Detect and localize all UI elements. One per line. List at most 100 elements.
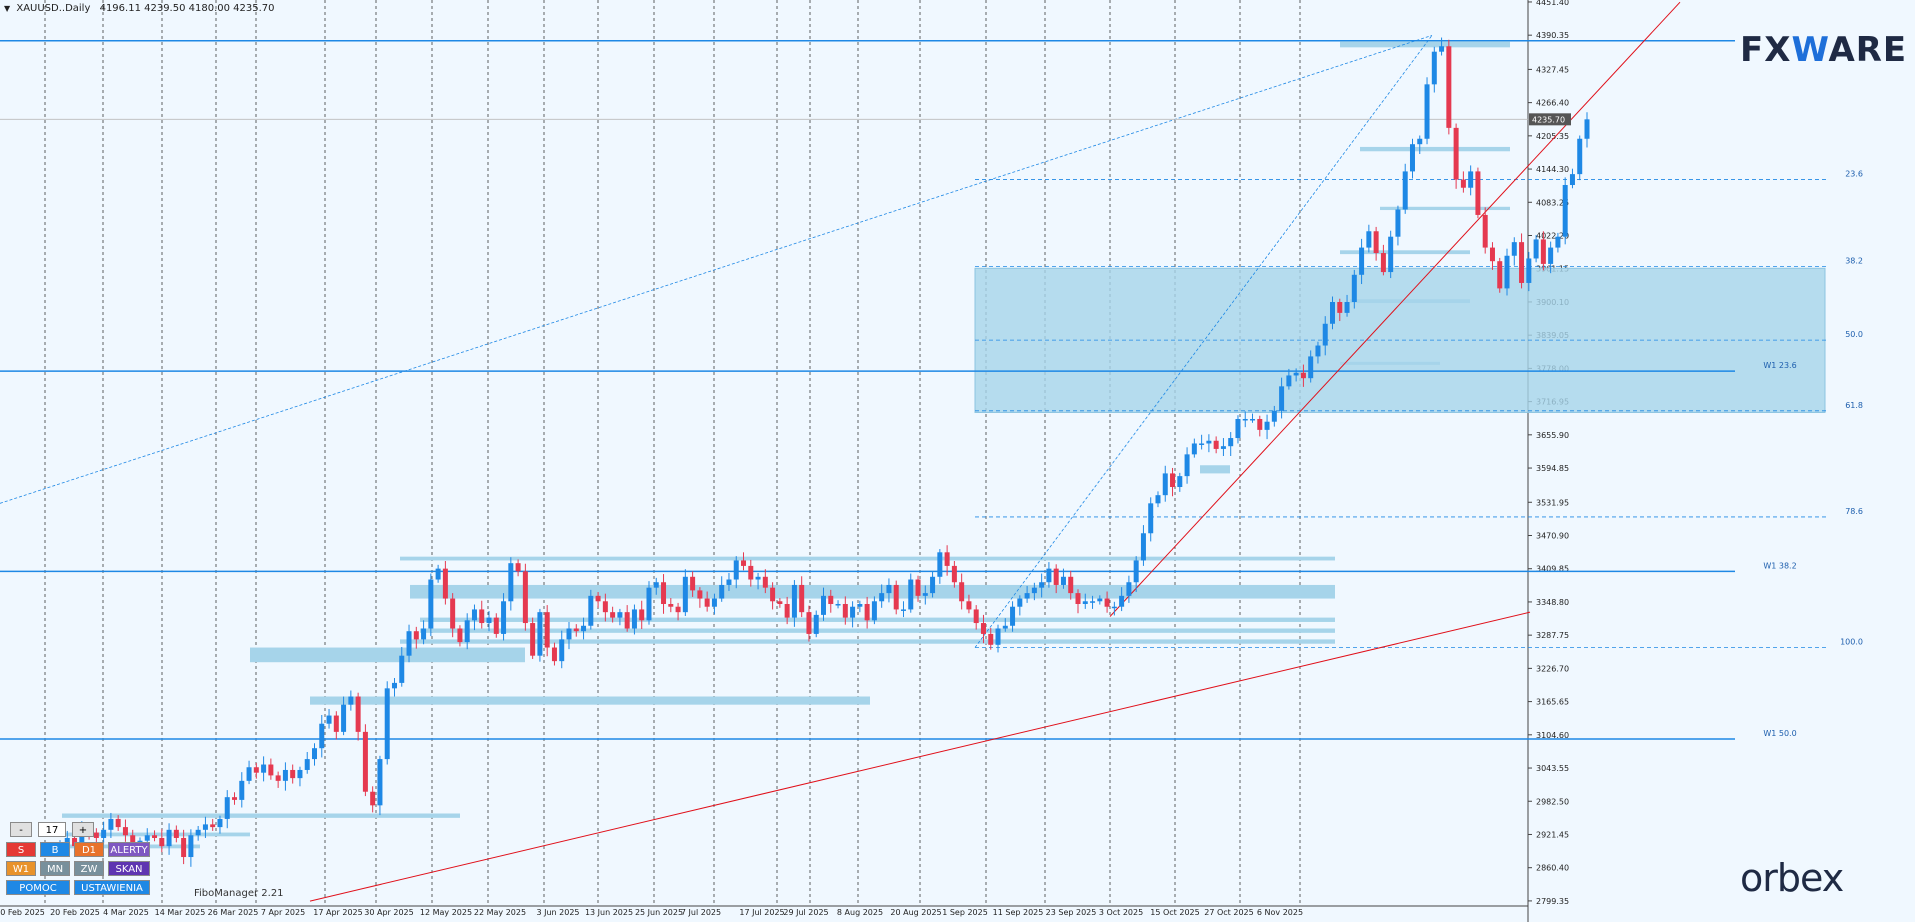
candle-body xyxy=(886,584,892,594)
candle-body xyxy=(770,587,776,602)
candle-body xyxy=(850,606,856,618)
candle-body xyxy=(530,623,536,656)
candle-body xyxy=(741,560,747,566)
y-tick-label: 3104.60 xyxy=(1536,731,1569,740)
candle-body xyxy=(646,587,652,621)
candle-body xyxy=(842,604,848,618)
sell-button[interactable]: S xyxy=(6,842,36,857)
candle-body xyxy=(595,595,601,602)
w1-button[interactable]: W1 xyxy=(6,861,36,876)
increment-button[interactable]: + xyxy=(72,822,94,837)
candle-body xyxy=(144,835,150,841)
candle-body xyxy=(115,818,121,828)
price-zone xyxy=(62,832,250,837)
x-tick-label: 12 May 2025 xyxy=(420,908,472,917)
y-tick-label: 3165.65 xyxy=(1536,698,1569,707)
candle-body xyxy=(1569,174,1575,186)
candle-body xyxy=(1257,418,1263,430)
candle-body xyxy=(224,797,230,819)
candle-body xyxy=(915,579,921,596)
y-tick-label: 3287.75 xyxy=(1536,631,1569,640)
candle-body xyxy=(152,835,158,838)
zw-button[interactable]: ZW xyxy=(74,861,104,876)
orbex-logo: orbex xyxy=(1740,856,1844,900)
candle-body xyxy=(733,560,739,580)
scan-button[interactable]: SKAN xyxy=(108,861,150,876)
buy-button[interactable]: B xyxy=(40,842,70,857)
candle-body xyxy=(1090,601,1096,603)
candle-body xyxy=(1017,598,1023,607)
candle-body xyxy=(544,612,550,648)
price-zone xyxy=(1350,299,1470,304)
candle-body xyxy=(631,609,637,629)
candle-body xyxy=(551,647,557,662)
mn-button[interactable]: MN xyxy=(40,861,70,876)
candle-body xyxy=(479,609,485,624)
weekly-level-label: W1 38.2 xyxy=(1763,561,1796,570)
candle-body xyxy=(581,625,587,632)
candle-body xyxy=(122,827,128,836)
candle-body xyxy=(719,584,725,599)
price-zone xyxy=(1380,206,1510,211)
candle-body xyxy=(1380,253,1386,273)
candle-body xyxy=(1548,247,1554,264)
candle-body xyxy=(900,609,906,611)
y-tick-label: 4266.40 xyxy=(1536,99,1569,108)
fibomanager-label: FiboManager 2.21 xyxy=(194,888,284,899)
candle-body xyxy=(573,628,579,632)
y-tick-label: 4083.25 xyxy=(1536,198,1569,207)
x-tick-label: 4 Mar 2025 xyxy=(103,908,149,917)
current-price-label: 4235.70 xyxy=(1532,115,1565,124)
candle-body xyxy=(290,769,296,779)
x-tick-label: 13 Jun 2025 xyxy=(585,908,633,917)
candle-body xyxy=(1300,372,1306,379)
candle-body xyxy=(806,612,812,634)
x-tick-label: 3 Oct 2025 xyxy=(1099,908,1143,917)
candle-body xyxy=(690,576,696,591)
candle-body xyxy=(1068,576,1074,594)
candle-body xyxy=(1039,582,1045,588)
candle-body xyxy=(995,628,1001,645)
candle-body xyxy=(1031,587,1037,594)
candle-body xyxy=(1191,443,1197,455)
candle-body xyxy=(821,595,826,615)
symbol-label: XAUUSD..Daily xyxy=(16,3,91,14)
candle-body xyxy=(457,628,463,643)
candle-body xyxy=(442,568,448,599)
alerts-button[interactable]: ALERTY xyxy=(108,842,150,857)
count-field[interactable]: 17 xyxy=(38,822,66,837)
price-zone xyxy=(1360,146,1510,152)
fib-level-label: 78.6 xyxy=(1845,507,1863,516)
candle-body xyxy=(711,598,717,607)
settings-button[interactable]: USTAWIENIA xyxy=(74,880,150,895)
decrement-button[interactable]: - xyxy=(10,822,32,837)
x-tick-label: 27 Oct 2025 xyxy=(1204,908,1253,917)
candle-body xyxy=(726,579,732,585)
candle-body xyxy=(493,617,499,634)
candle-body xyxy=(610,612,616,618)
help-button[interactable]: POMOC xyxy=(6,880,70,895)
candle-body xyxy=(1351,274,1357,302)
y-tick-label: 4022.20 xyxy=(1536,232,1569,241)
candle-body xyxy=(588,595,594,626)
candle-body xyxy=(930,576,936,594)
candle-body xyxy=(879,593,885,602)
candle-body xyxy=(653,582,659,588)
candle-body xyxy=(202,824,208,830)
d1-button[interactable]: D1 xyxy=(74,842,104,857)
y-tick-label: 2860.40 xyxy=(1536,864,1569,873)
trend-line-long xyxy=(309,611,1531,902)
x-tick-label: 8 Aug 2025 xyxy=(837,908,883,917)
y-tick-label: 4327.45 xyxy=(1536,65,1569,74)
candle-body xyxy=(1526,258,1532,283)
candle-body xyxy=(159,837,165,847)
candle-body xyxy=(304,759,310,770)
candle-body xyxy=(428,579,434,629)
menu-arrow-icon[interactable]: ▼ xyxy=(4,4,11,13)
candle-body xyxy=(181,837,187,858)
y-tick-label: 3409.85 xyxy=(1536,565,1569,574)
candle-body xyxy=(799,584,805,613)
price-zone xyxy=(62,813,460,818)
candle-body xyxy=(1111,606,1117,609)
